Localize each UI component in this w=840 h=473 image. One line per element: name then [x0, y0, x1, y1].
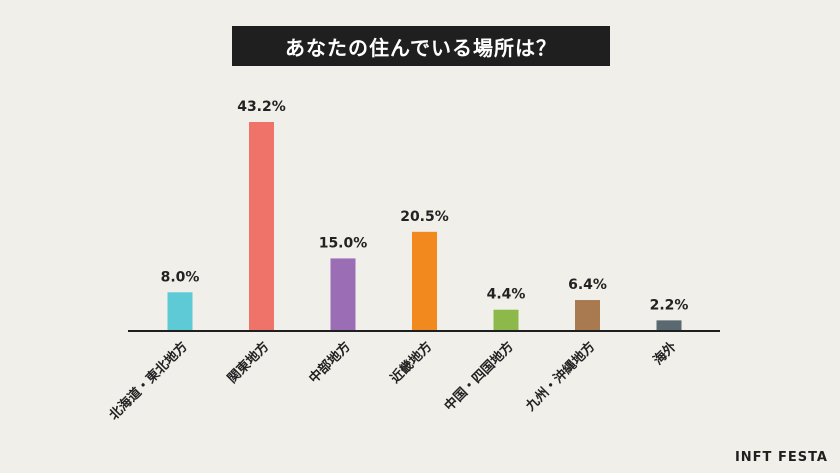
- category-label-2: 関東地方: [224, 339, 272, 387]
- value-label-6: 6.4%: [568, 277, 607, 293]
- category-label-5: 中国・四国地方: [441, 339, 517, 415]
- chart-title: あなたの住んでいる場所は？: [232, 26, 610, 66]
- category-label-7: 海外: [650, 339, 680, 369]
- value-labels-group: 8.0% 43.2% 15.0% 20.5% 4.4% 6.4% 2.2%: [161, 99, 689, 313]
- value-label-4: 20.5%: [400, 209, 449, 225]
- bars-group: [167, 122, 682, 331]
- bar-6: [575, 300, 600, 331]
- category-label-3: 中部地方: [306, 339, 354, 387]
- bar-1: [167, 292, 193, 331]
- category-labels-group: 北海道・東北地方 関東地方 中部地方 近畿地方 中国・四国地方 九州・沖縄地方 海外: [106, 339, 680, 424]
- value-label-3: 15.0%: [319, 235, 368, 251]
- brand-logo: INFT FESTA: [734, 450, 828, 465]
- value-label-5: 4.4%: [487, 287, 526, 303]
- bar-2: [249, 122, 274, 331]
- category-label-1: 北海道・東北地方: [106, 339, 191, 424]
- bar-4: [412, 231, 437, 331]
- bar-5: [493, 309, 519, 331]
- value-label-1: 8.0%: [161, 269, 200, 285]
- category-label-4: 近畿地方: [387, 339, 435, 387]
- value-label-7: 2.2%: [650, 297, 689, 313]
- category-label-6: 九州・沖縄地方: [522, 339, 598, 415]
- bar-3: [330, 258, 356, 331]
- value-label-2: 43.2%: [237, 99, 286, 115]
- bar-7: [656, 320, 682, 331]
